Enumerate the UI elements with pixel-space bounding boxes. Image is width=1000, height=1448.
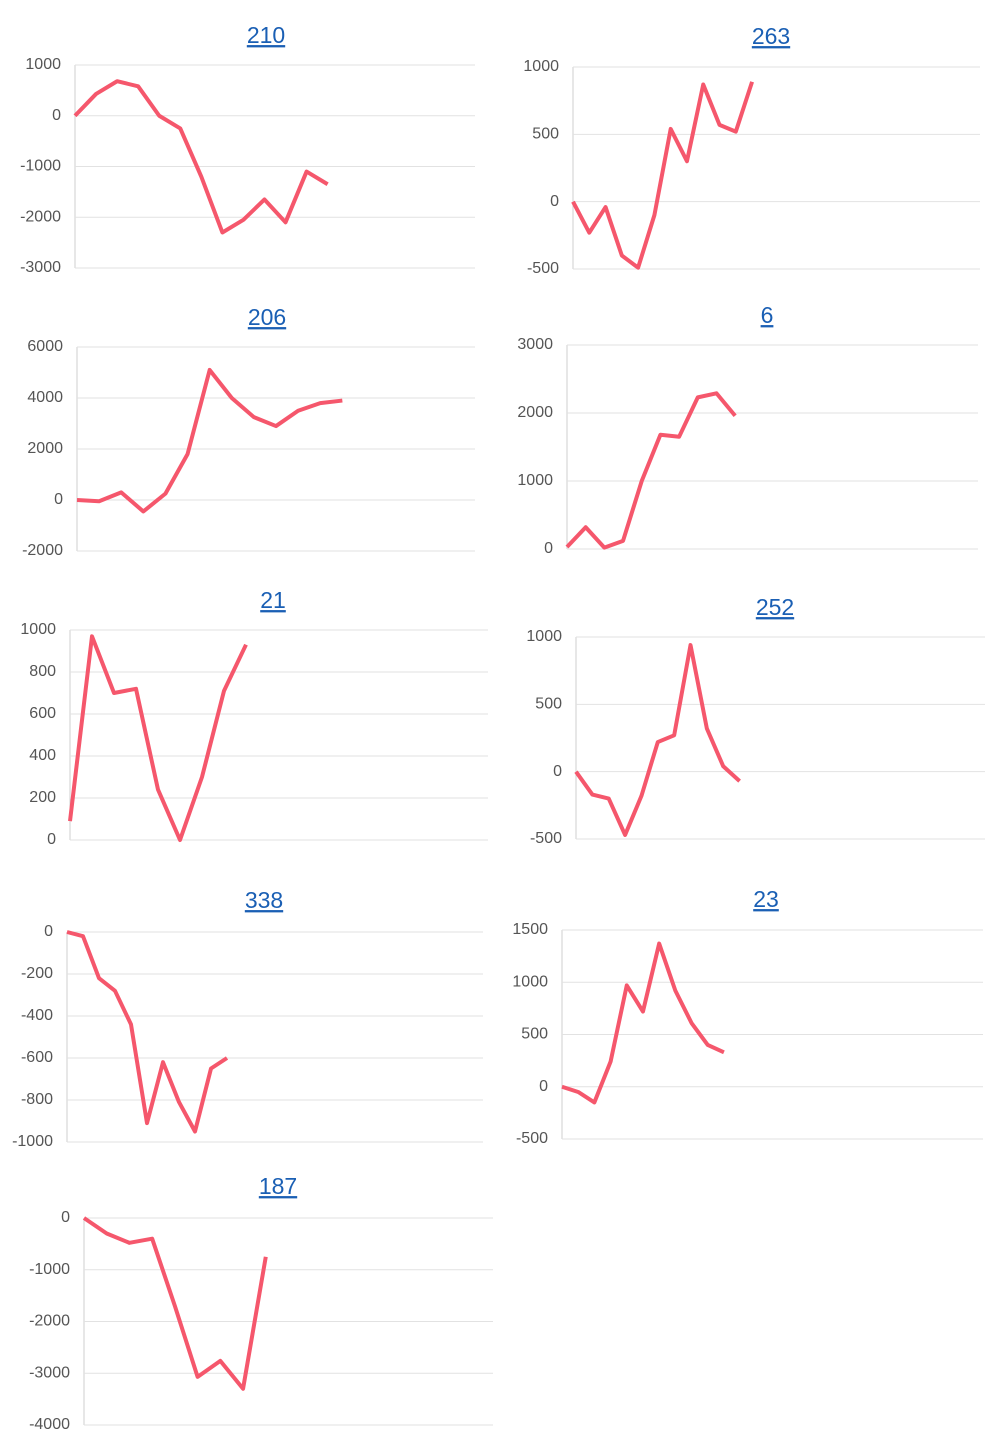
- y-tick-label: 0: [44, 923, 53, 940]
- chart-title[interactable]: 263: [752, 23, 790, 49]
- y-tick-label: 1000: [517, 472, 553, 489]
- y-tick-label: -200: [21, 965, 53, 982]
- y-tick-label: 0: [52, 107, 61, 124]
- y-tick-label: 0: [544, 540, 553, 557]
- y-tick-label: -600: [21, 1049, 53, 1066]
- y-tick-label: -500: [516, 1130, 548, 1147]
- y-tick-label: 400: [29, 747, 56, 764]
- y-tick-label: 0: [539, 1078, 548, 1095]
- y-tick-label: 200: [29, 789, 56, 806]
- y-tick-label: -500: [527, 260, 559, 277]
- y-tick-label: 1000: [20, 621, 56, 638]
- y-tick-label: -400: [21, 1007, 53, 1024]
- y-tick-label: -2000: [29, 1313, 70, 1330]
- y-tick-label: 0: [553, 763, 562, 780]
- chart-title[interactable]: 210: [247, 22, 285, 48]
- y-tick-label: -4000: [29, 1416, 70, 1433]
- y-tick-label: -3000: [20, 259, 61, 276]
- y-tick-label: 0: [550, 193, 559, 210]
- y-tick-label: -1000: [29, 1261, 70, 1278]
- data-line: [565, 391, 737, 550]
- chart-title[interactable]: 23: [753, 886, 779, 912]
- chart-title[interactable]: 338: [245, 887, 283, 913]
- y-tick-label: -500: [530, 830, 562, 847]
- y-tick-label: -3000: [29, 1364, 70, 1381]
- data-line: [66, 930, 229, 1134]
- data-line: [82, 1216, 268, 1391]
- y-tick-label: -1000: [20, 158, 61, 175]
- y-tick-label: 3000: [517, 336, 553, 353]
- y-tick-label: -2000: [20, 208, 61, 225]
- chart-title[interactable]: 187: [259, 1173, 297, 1199]
- y-tick-label: 600: [29, 705, 56, 722]
- y-tick-label: 1000: [523, 58, 559, 75]
- y-tick-label: 1000: [526, 628, 562, 645]
- y-tick-label: -800: [21, 1091, 53, 1108]
- y-tick-label: 500: [535, 696, 562, 713]
- y-tick-label: 500: [532, 126, 559, 143]
- y-tick-label: -2000: [22, 542, 63, 559]
- chart-title[interactable]: 252: [756, 594, 794, 620]
- data-line: [561, 941, 725, 1105]
- chart-title[interactable]: 21: [260, 587, 286, 613]
- y-tick-label: 2000: [517, 404, 553, 421]
- y-tick-label: 500: [521, 1026, 548, 1043]
- y-tick-label: 0: [47, 831, 56, 848]
- y-tick-label: 1500: [512, 921, 548, 938]
- data-line: [76, 367, 343, 514]
- y-tick-label: 0: [54, 491, 63, 508]
- y-tick-label: 6000: [27, 338, 63, 355]
- y-tick-label: 0: [61, 1209, 70, 1226]
- y-tick-label: 1000: [25, 56, 61, 73]
- chart-title[interactable]: 206: [248, 304, 286, 330]
- data-line: [574, 643, 741, 837]
- data-line: [571, 81, 754, 270]
- y-tick-label: 800: [29, 663, 56, 680]
- chart-title[interactable]: 6: [761, 302, 774, 328]
- y-tick-label: 2000: [27, 440, 63, 457]
- y-tick-label: -1000: [12, 1133, 53, 1150]
- data-line: [68, 634, 248, 842]
- y-tick-label: 4000: [27, 389, 63, 406]
- y-tick-label: 1000: [512, 973, 548, 990]
- data-line: [73, 79, 329, 235]
